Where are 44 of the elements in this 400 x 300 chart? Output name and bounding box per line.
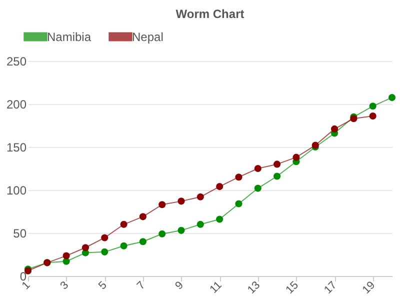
legend-label: Nepal: [132, 30, 164, 44]
point: [274, 160, 281, 168]
point: [178, 198, 185, 205]
x-tick-label: 5: [96, 279, 110, 292]
point: [139, 213, 146, 220]
point: [120, 220, 128, 228]
point: [158, 230, 166, 238]
x-tick-label: 19: [360, 279, 378, 296]
point: [254, 184, 262, 192]
y-tick-label: 200: [6, 98, 27, 112]
point: [120, 242, 128, 250]
point: [216, 216, 224, 223]
y-tick-label: 150: [6, 140, 27, 154]
point: [178, 226, 185, 234]
point: [330, 125, 338, 132]
chart-title: Worm Chart: [176, 7, 244, 21]
point: [101, 248, 108, 256]
x-tick-label: 9: [173, 279, 186, 292]
point: [82, 244, 90, 252]
point: [369, 102, 376, 110]
x-tick-label: 15: [284, 279, 301, 296]
point: [139, 238, 146, 246]
x-tick-label: 13: [245, 279, 263, 296]
point: [101, 234, 108, 242]
point: [388, 94, 396, 102]
x-tick-label: 17: [322, 279, 340, 296]
point: [216, 183, 224, 190]
y-tick-label: 250: [6, 54, 27, 68]
point: [274, 172, 281, 180]
point: [235, 200, 242, 208]
point: [369, 112, 376, 120]
x-tick-label: 11: [208, 279, 224, 296]
point: [292, 154, 300, 161]
point: [196, 220, 204, 228]
point: [158, 201, 166, 208]
point: [196, 193, 204, 200]
point: [62, 252, 70, 260]
y-tick-label: 50: [13, 226, 27, 240]
x-tick-label: 3: [58, 279, 72, 292]
legend-label: Namibia: [47, 30, 92, 44]
point: [254, 164, 262, 172]
x-tick-label: 7: [134, 279, 148, 292]
point: [235, 174, 242, 181]
y-tick-label: 100: [6, 184, 27, 198]
